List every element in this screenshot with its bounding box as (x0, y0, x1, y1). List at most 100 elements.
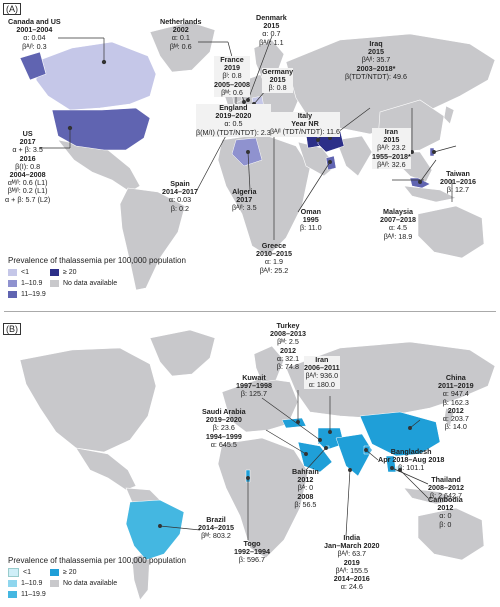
year-range: 2004–2008 (9, 170, 46, 180)
value-line: βᴹ: 803.2 (201, 531, 231, 541)
year-range: Jan–March 2020 (324, 541, 380, 551)
annotation-taiwan: Taiwan 2001–2016 β: 12.7 (440, 169, 476, 195)
value-line: α: 1.9 (264, 257, 284, 267)
value-line: β(M/I) (TDT/NTDT): 2.3 (196, 127, 271, 137)
legend-title: Prevalence of thalassemia per 100,000 po… (8, 256, 186, 265)
year-range: 2008–2012 (428, 483, 464, 493)
swatch-11-19 (8, 591, 17, 598)
north-america-shape (19, 347, 157, 453)
value-line: βᴬ/ᴵ: 18.9 (383, 231, 413, 241)
south-america-shape (119, 187, 186, 291)
swatch-11-19 (8, 291, 17, 298)
japan-shape (443, 105, 455, 125)
legend-b: Prevalence of thalassemia per 100,000 po… (8, 556, 186, 599)
value-line: α: 0.1 (171, 33, 190, 43)
africa-shape (217, 133, 311, 257)
legend-label: 1–10.9 (21, 280, 43, 287)
annotation-france: France 2019 βᴵ: 0.8 2005–2008 βᴹ: 0.6 (214, 55, 250, 98)
year-range: 2016 (19, 153, 36, 163)
value-line: β: 0 (439, 519, 452, 529)
turkey-shape (281, 417, 307, 429)
value-line: βᴬ/ᴵ: 32.6 (377, 159, 406, 169)
value-line: β: 12.7 (446, 185, 470, 195)
country-name: Iraq (369, 39, 383, 48)
annotation-italy: Italy Year NR βᴬ/ᴵ (TDT/NTDT): 11.6 (270, 111, 340, 137)
value-line: β(TDT/NTDT): 49.6 (345, 71, 408, 81)
year-range: 2001–2016 (440, 177, 476, 187)
value-line: α: 0 (439, 511, 452, 521)
year-range: 2003–2018* (356, 63, 396, 73)
australia-shape (417, 507, 485, 561)
year-range: 2010–2015 (256, 249, 292, 259)
country-name: Bahrain (292, 467, 319, 476)
year-range: 2012 (447, 405, 464, 415)
legend-title: Prevalence of thalassemia per 100,000 po… (8, 556, 186, 565)
swatch-1-10 (8, 280, 17, 287)
annotation-denmark: Denmark 2015 α: 0.7 βᴬ/ᴵ: 1.1 (256, 13, 287, 47)
year-range: 2014–2016 (333, 574, 370, 584)
value-line: β: 11.0 (300, 223, 322, 233)
value-line: βᴬ/ᴵ: 3.5 (232, 203, 257, 213)
country-name: India (343, 533, 361, 542)
country-name: Italy (297, 111, 313, 120)
value-line: βᴬ/ᴵ (TDT/NTDT): 11.6 (270, 127, 340, 137)
annotation-turkey: Turkey 2008–2013 βᴹ: 2.5 2012 α: 32.1 β:… (270, 321, 306, 371)
value-line: β: 23.6 (212, 423, 235, 433)
country-name: Turkey (276, 321, 300, 330)
base-land-b (19, 329, 496, 601)
country-name: England (219, 103, 248, 112)
year-range: 2019 (223, 63, 240, 73)
value-line: βᴬ/ᴵ: 25.2 (259, 265, 289, 275)
annotation-india: India Jan–March 2020 βᴬ/ᴵ: 63.7 2019 βᴬ/… (324, 533, 380, 592)
annotation-brazil: Brazil 2014–2015 βᴹ: 803.2 (198, 515, 234, 541)
year-range: 1992–1994 (234, 547, 270, 557)
saudi-arabia-shape (297, 441, 333, 473)
value-line: α: 0.03 (168, 195, 192, 205)
legend-label: <1 (21, 269, 29, 276)
country-name: Taiwan (446, 169, 470, 178)
value-line: βᴬ/ᴵ: 936.0 (305, 371, 339, 381)
annotation-cambodia: Cambodia 2012 α: 0 β: 0 (428, 495, 463, 529)
value-line: α: 645.5 (210, 439, 237, 449)
value-line: βᴹ: 0.6 (221, 87, 243, 97)
annotation-iraq: Iraq 2015 βᴬ/ᴵ: 35.7 2003–2018* β(TDT/NT… (345, 39, 408, 81)
value-line: αᴹ/ᴵ: 0.6 (L1) (7, 178, 48, 188)
value-line: α + β: 3.5 (12, 145, 43, 155)
legend-a: Prevalence of thalassemia per 100,000 po… (8, 256, 186, 299)
annotation-togo: Togo 1992–1994 β: 596.7 (234, 539, 270, 565)
value-line: α: 0.5 (224, 119, 243, 129)
alaska-shape (19, 51, 47, 81)
panel-divider (4, 311, 496, 312)
value-line: β: 14.0 (444, 422, 467, 432)
country-name: Denmark (256, 13, 287, 22)
panel-a: (A) Canada and US 2001–2004 α: 0.04 βᴬ/ᴵ… (0, 0, 500, 300)
country-name: Iran (315, 355, 329, 364)
country-name: Spain (170, 179, 190, 188)
country-name: Netherlands (160, 17, 202, 26)
country-name: Greece (261, 241, 287, 250)
annotation-england: England 2019–2020 α: 0.5 β(M/I) (TDT/NTD… (196, 103, 271, 137)
year-range: 2019 (343, 557, 360, 567)
year-range: 2012 (437, 503, 454, 513)
value-line: α: 180.0 (308, 379, 335, 389)
annotation-canada-us: Canada and US 2001–2004 α: 0.04 βᴬ/ᴵ: 0.… (8, 17, 61, 51)
world-map-a (19, 21, 496, 291)
annotation-china: China 2011–2019 α: 947.4 β: 162.3 2012 α… (438, 373, 474, 432)
value-line: βᴹ: 2.5 (277, 337, 299, 347)
year-range: 2015 (263, 21, 280, 31)
annotation-kuwait: Kuwait 1997–1998 β: 125.7 (236, 373, 272, 399)
panel-a-label: (A) (3, 3, 21, 15)
year-range: 2001–2004 (16, 25, 53, 35)
value-line: βᴬ/ᴵ: 0.3 (22, 41, 47, 51)
swatch-lt1 (8, 568, 19, 577)
value-line: α: 32.1 (276, 353, 300, 363)
year-range: 1995 (302, 215, 319, 225)
annotation-bangladesh: Bangladesh Apr 2018–Aug 2018 β: 101.1 (378, 447, 444, 473)
value-line: α: 24.6 (340, 582, 363, 592)
value-line: α + β: 5.7 (L2) (5, 194, 51, 204)
annotation-iran: Iran 2015 βᴬ/ᴵ: 23.2 1955–2018* βᴬ/ᴵ: 32… (372, 127, 411, 170)
country-name: Thailand (431, 475, 461, 484)
value-line: β: 0.8 (268, 83, 287, 93)
year-range: 2008–2013 (270, 329, 306, 339)
year-range: 2017 (19, 137, 36, 147)
